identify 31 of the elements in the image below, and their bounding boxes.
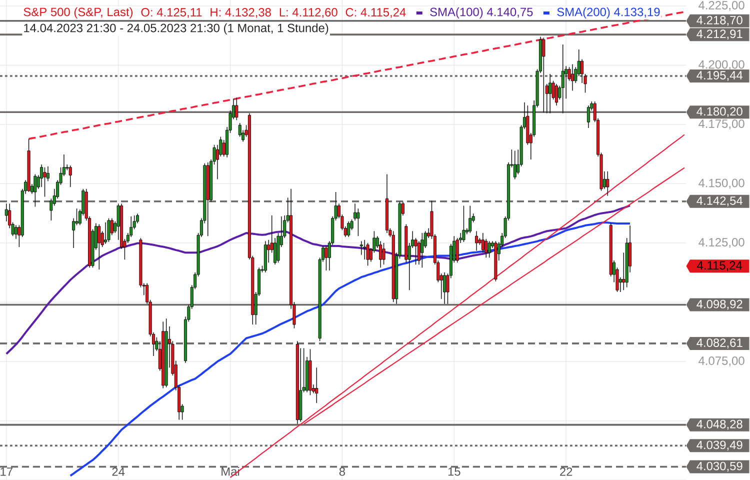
- ref-line-label: 4.195,44: [696, 71, 743, 81]
- text: 4.115,24: [697, 261, 742, 272]
- annotation: O: 4.125,11: [141, 8, 202, 18]
- x-tick-label: 15: [448, 467, 460, 476]
- y-tick-label: 4.225,00: [698, 0, 744, 11]
- y-tick-label: 4.125,00: [698, 238, 744, 248]
- legend-label: SMA(200) 4.133,19: [557, 7, 660, 19]
- y-tick-label: 4.075,00: [698, 356, 744, 366]
- text: S&P 500 (S&P, Last): [24, 7, 133, 19]
- annotation: H: 4.132,38: [210, 8, 271, 18]
- ref-line-label: 4.039,49: [696, 440, 742, 451]
- y-tick-label: 4.175,00: [698, 120, 744, 130]
- ref-line-label: 4.142,54: [696, 196, 743, 206]
- ref-line-label: 4.082,61: [696, 338, 742, 348]
- ref-line-label: 4.098,92: [696, 300, 742, 310]
- legend-label: SMA(100) 4.140,75: [430, 7, 533, 19]
- x-tick-label: 24: [112, 467, 125, 476]
- x-tick-label: 22: [560, 467, 572, 476]
- annotation: L: 4.112,60: [280, 8, 338, 18]
- ref-line-label: 4.212,91: [696, 30, 742, 40]
- annotation: C: 4.115,24: [346, 8, 406, 18]
- ref-line-label: 4.048,28: [696, 420, 742, 430]
- ref-line-label: 4.180,20: [696, 107, 742, 118]
- x-tick-label: 8: [339, 467, 346, 476]
- x-tick-label: 17: [0, 468, 12, 476]
- y-tick-label: 4.150,00: [698, 178, 744, 189]
- text: 14.04.2023 21:30 - 24.05.2023 21:30 (1 Monat, 1 Stunde): [24, 23, 328, 35]
- ref-line-label: 4.030,59: [696, 462, 742, 472]
- ref-line-label: 4.218,70: [696, 16, 742, 26]
- y-tick-label: 4.200,00: [698, 60, 744, 70]
- x-tick-label: Mai: [222, 467, 240, 476]
